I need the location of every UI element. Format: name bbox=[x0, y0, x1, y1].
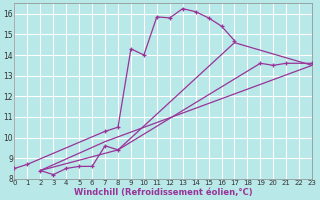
X-axis label: Windchill (Refroidissement éolien,°C): Windchill (Refroidissement éolien,°C) bbox=[74, 188, 252, 197]
